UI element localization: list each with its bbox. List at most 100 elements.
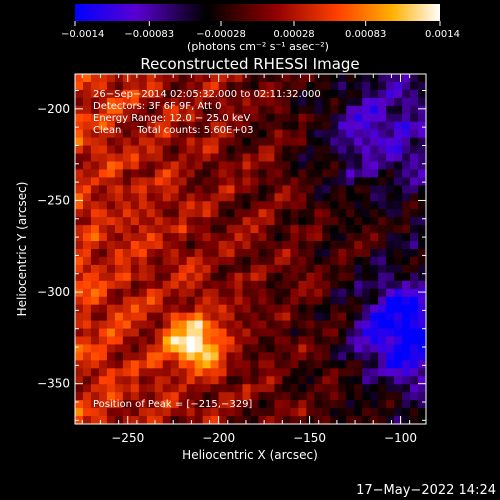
- heatmap-cell: [242, 217, 252, 226]
- heatmap-cell: [362, 249, 371, 258]
- heatmap-cell: [378, 416, 387, 424]
- heatmap-cell: [290, 312, 299, 322]
- heatmap-cell: [306, 193, 315, 202]
- heatmap-cell: [162, 392, 172, 401]
- heatmap-cell: [114, 344, 124, 353]
- heatmap-cell: [290, 225, 299, 234]
- heatmap-cell: [90, 408, 100, 417]
- heatmap-cell: [394, 129, 403, 139]
- heatmap-cell: [410, 74, 419, 83]
- heatmap-cell: [274, 153, 284, 163]
- heatmap-cell: [194, 201, 204, 210]
- heatmap-cell: [258, 376, 268, 385]
- heatmap-cell: [154, 304, 164, 314]
- heatmap-cell: [266, 74, 276, 83]
- heatmap-cell: [394, 161, 403, 171]
- heatmap-cell: [306, 145, 315, 155]
- heatmap-cell: [266, 416, 276, 424]
- heatmap-cell: [226, 368, 236, 377]
- heatmap-cell: [210, 304, 220, 314]
- heatmap-cell: [194, 177, 204, 186]
- heatmap-cell: [130, 217, 140, 226]
- heatmap-cell: [418, 129, 426, 139]
- heatmap-cell: [202, 344, 212, 353]
- heatmap-cell: [106, 320, 116, 330]
- heatmap-cell: [266, 368, 276, 377]
- heatmap-cell: [282, 344, 291, 353]
- heatmap-cell: [386, 217, 395, 226]
- heatmap-cell: [90, 185, 100, 194]
- heatmap-cell: [82, 344, 92, 353]
- heatmap-cell: [154, 153, 164, 163]
- heatmap-cell: [362, 113, 371, 123]
- heatmap-cell: [306, 360, 315, 369]
- heatmap-cell: [322, 288, 331, 298]
- heatmap-cell: [178, 217, 188, 226]
- heatmap-cell: [114, 113, 124, 123]
- heatmap-cell: [226, 384, 236, 393]
- heatmap-cell: [402, 272, 411, 282]
- heatmap-cell: [90, 105, 100, 115]
- heatmap-cell: [178, 249, 188, 258]
- heatmap-cell: [178, 392, 188, 401]
- heatmap-cell: [258, 256, 268, 266]
- heatmap-cell: [194, 113, 204, 123]
- heatmap-cell: [154, 352, 164, 361]
- heatmap-cell: [146, 89, 156, 99]
- heatmap-cell: [122, 384, 132, 393]
- heatmap-cell: [218, 121, 228, 131]
- heatmap-cell: [306, 368, 315, 377]
- heatmap-cell: [410, 201, 419, 210]
- heatmap-cell: [130, 272, 140, 282]
- heatmap-cell: [250, 89, 260, 99]
- heatmap-cell: [186, 312, 196, 322]
- heatmap-cell: [98, 256, 108, 266]
- heatmap-cell: [146, 169, 156, 178]
- heatmap-cell: [402, 352, 411, 361]
- heatmap-cell: [202, 328, 212, 338]
- heatmap-cell: [298, 288, 307, 298]
- heatmap-cell: [178, 320, 188, 330]
- heatmap-cell: [154, 280, 164, 290]
- heatmap-cell: [242, 105, 252, 115]
- y-tick-label: −350: [37, 377, 70, 391]
- heatmap-cell: [418, 201, 426, 210]
- heatmap-cell: [146, 97, 156, 107]
- heatmap-cell: [202, 416, 212, 424]
- heatmap-cell: [354, 320, 363, 330]
- heatmap-cell: [122, 241, 132, 250]
- heatmap-cell: [122, 105, 132, 115]
- heatmap-cell: [386, 256, 395, 266]
- heatmap-cell: [234, 241, 244, 250]
- heatmap-cell: [138, 360, 148, 369]
- heatmap-cell: [186, 384, 196, 393]
- heatmap-cell: [162, 249, 172, 258]
- heatmap-cell: [82, 217, 92, 226]
- heatmap-cell: [90, 256, 100, 266]
- heatmap-cell: [194, 89, 204, 99]
- heatmap-cell: [202, 137, 212, 147]
- heatmap-cell: [226, 209, 236, 218]
- heatmap-cell: [130, 296, 140, 306]
- heatmap-cell: [250, 368, 260, 377]
- colorbar-tick-label: 0.00028: [273, 29, 314, 40]
- heatmap-cell: [418, 312, 426, 322]
- heatmap-cell: [274, 376, 284, 385]
- heatmap-cell: [282, 201, 291, 210]
- heatmap-cell: [250, 352, 260, 361]
- heatmap-cell: [226, 336, 236, 346]
- heatmap-cell: [98, 280, 108, 290]
- heatmap-cell: [194, 137, 204, 147]
- heatmap-cell: [130, 185, 140, 194]
- heatmap-cell: [98, 74, 108, 83]
- heatmap-cell: [258, 209, 268, 218]
- heatmap-cell: [226, 296, 236, 306]
- heatmap-cell: [186, 328, 196, 338]
- heatmap-cell: [338, 352, 347, 361]
- heatmap-cell: [178, 177, 188, 186]
- heatmap-cell: [170, 145, 180, 155]
- heatmap-cell: [234, 256, 244, 266]
- heatmap-cell: [162, 304, 172, 314]
- heatmap-cell: [354, 97, 363, 107]
- heatmap-cell: [250, 360, 260, 369]
